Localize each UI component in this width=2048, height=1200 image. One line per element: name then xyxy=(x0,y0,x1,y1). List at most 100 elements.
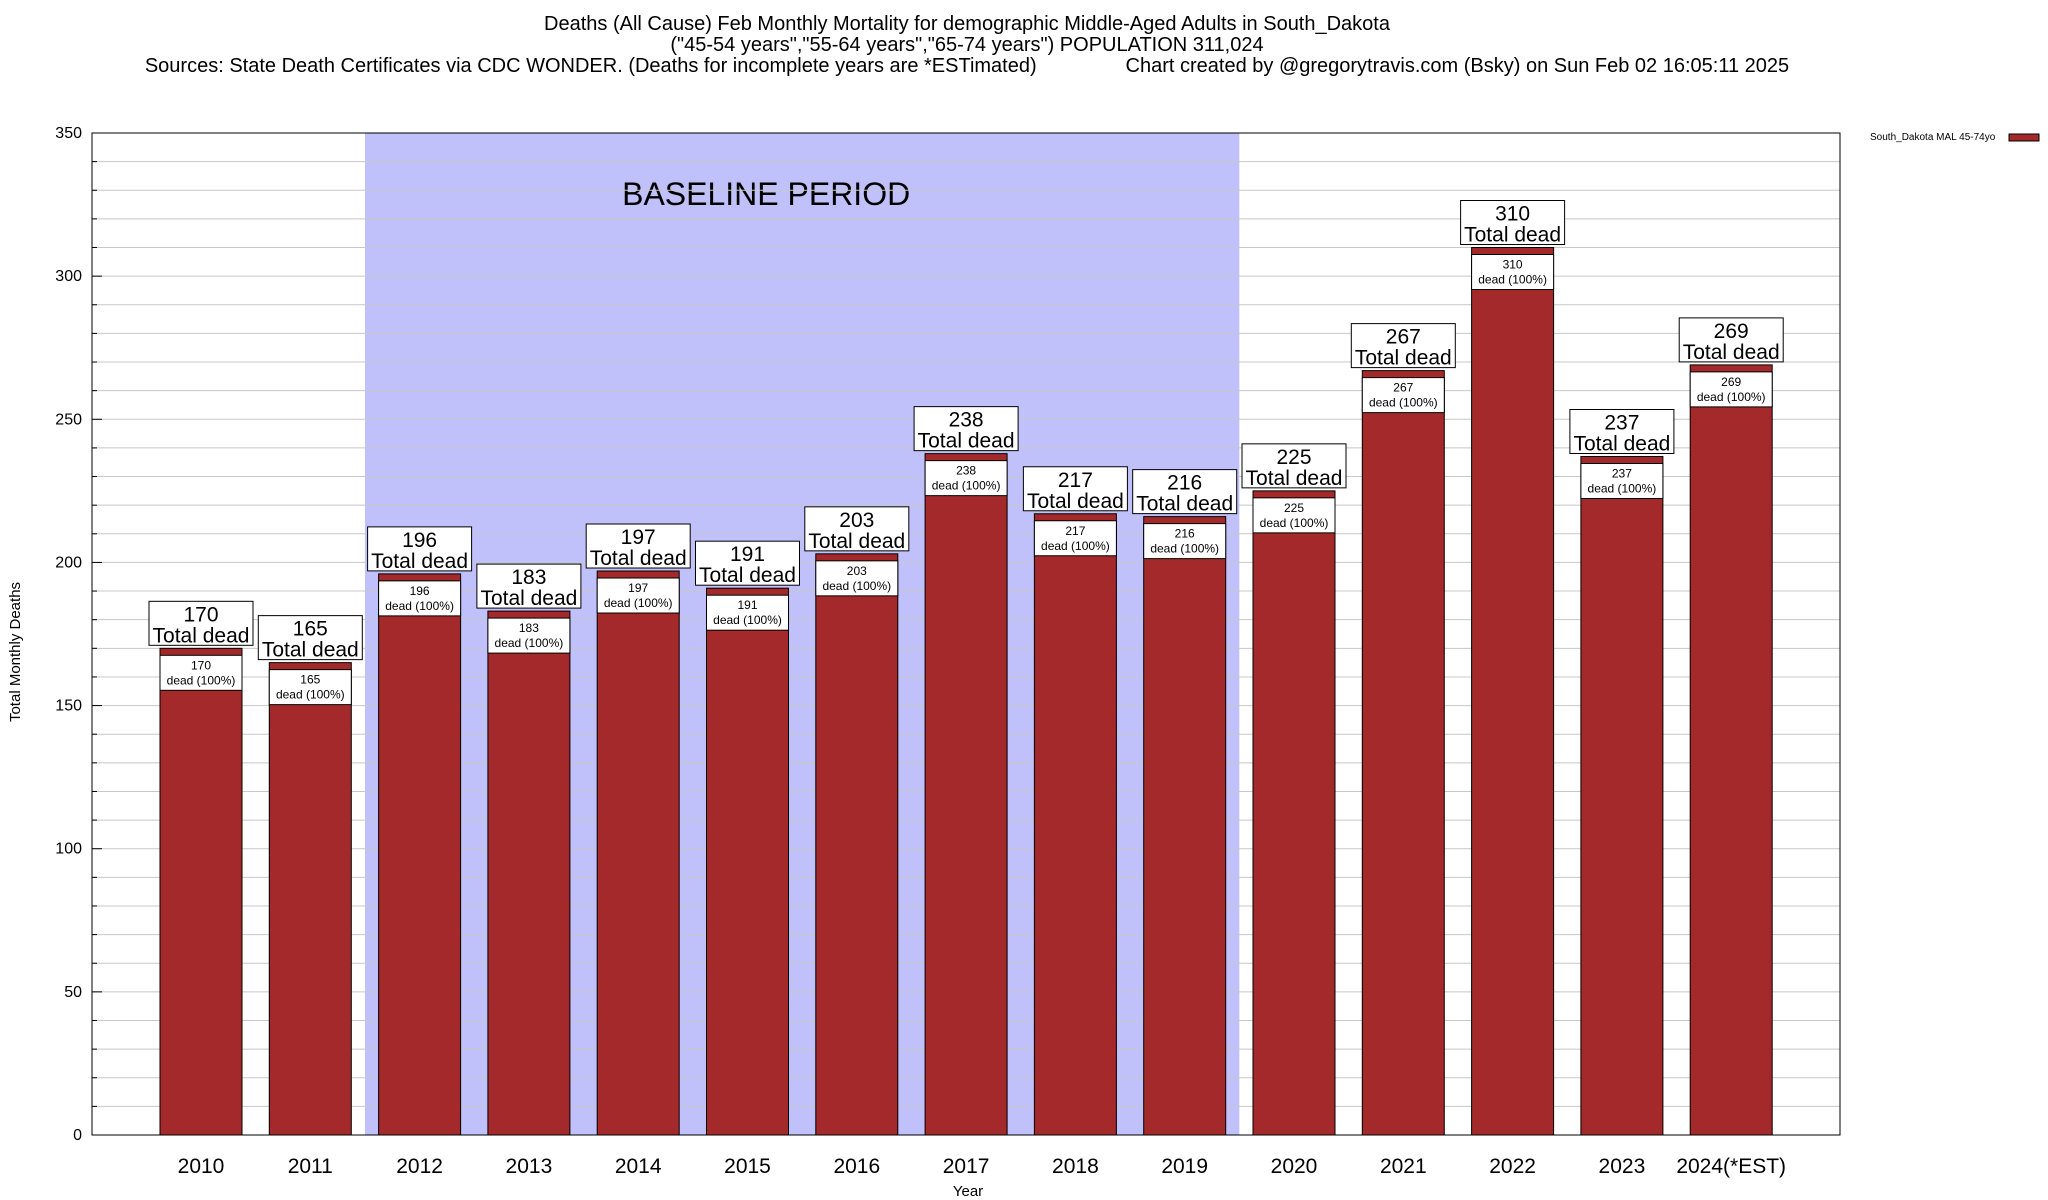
x-tick-label: 2021 xyxy=(1380,1155,1427,1178)
legend: South_Dakota MAL 45-74yo xyxy=(1870,132,2040,143)
bar-inner-value: 267 xyxy=(1393,381,1413,395)
bar-total-value: 310 xyxy=(1495,203,1530,226)
bar-inner-label-box xyxy=(1580,463,1664,500)
bar-inner-label-box xyxy=(268,669,352,706)
bar xyxy=(1689,364,1773,1136)
bar-inner-caption: dead (100%) xyxy=(1150,542,1219,556)
bar-inner-label-box xyxy=(487,617,571,654)
bar-total-label-box xyxy=(1460,200,1566,246)
bar-inner-label-box xyxy=(706,594,789,631)
bar-total-label-box xyxy=(804,506,910,552)
bar xyxy=(1471,247,1555,1136)
y-axis-ticks: 0 50 100 150 200 250 300 350 xyxy=(55,125,102,1144)
bar-total-value: 196 xyxy=(402,529,437,552)
bar-inner-value: 216 xyxy=(1175,527,1195,541)
legend-series-label: South_Dakota MAL 45-74yo xyxy=(1870,132,1996,143)
bar-total-label-box xyxy=(1569,409,1675,455)
bar-inner-label-box xyxy=(1252,497,1336,534)
baseline-period-label: BASELINE PERIOD xyxy=(622,176,910,212)
title-line-1: Deaths (All Cause) Feb Monthly Mortality… xyxy=(544,13,1391,35)
bar-total-label-box xyxy=(913,406,1019,452)
x-tick-label: 2016 xyxy=(833,1155,880,1178)
bar-total-value: 237 xyxy=(1604,412,1639,435)
bar-inner-label-box xyxy=(815,560,899,597)
bar xyxy=(706,587,789,1136)
x-tick-label: 2013 xyxy=(506,1155,553,1178)
x-tick-label: 2019 xyxy=(1161,1155,1208,1178)
bar-total-value: 225 xyxy=(1276,446,1311,469)
bar-total-value: 165 xyxy=(293,618,328,641)
bar-total-label-box xyxy=(1022,466,1128,512)
bar-inner-caption: dead (100%) xyxy=(822,579,891,593)
bar-total-label-box xyxy=(585,523,691,569)
bar xyxy=(268,662,352,1136)
x-tick-label: 2011 xyxy=(288,1155,333,1178)
bar-total-value: 191 xyxy=(730,543,765,566)
bar-total-value: 217 xyxy=(1058,469,1093,492)
y-axis-label: Total Monthly Deaths xyxy=(7,582,24,722)
bar xyxy=(1033,513,1117,1136)
bar-inner-value: 238 xyxy=(956,464,976,478)
bar xyxy=(487,610,571,1136)
y-tick-label: 100 xyxy=(55,841,82,858)
bar-inner-caption: dead (100%) xyxy=(167,673,236,687)
x-tick-label: 2024(*EST) xyxy=(1676,1155,1786,1178)
x-tick-label: 2017 xyxy=(943,1155,990,1178)
x-tick-label: 2022 xyxy=(1489,1155,1536,1178)
bar-inner-caption: dead (100%) xyxy=(713,613,782,627)
bar-inner-label-box xyxy=(924,460,1008,497)
title-line-2: ("45-54 years","55-64 years","65-74 year… xyxy=(670,34,1263,56)
bar-inner-value: 269 xyxy=(1721,375,1741,389)
bar-inner-label-box xyxy=(596,577,680,614)
bar-total-label-box xyxy=(367,526,473,572)
bar xyxy=(1580,456,1664,1136)
bar-total-caption: Total dead xyxy=(918,430,1015,453)
x-tick-label: 2023 xyxy=(1599,1155,1646,1178)
bar-inner-label-box xyxy=(1471,254,1555,291)
title-line-3: Sources: State Death Certificates via CD… xyxy=(145,55,1789,77)
y-tick-label: 350 xyxy=(55,125,82,142)
y-tick-label: 50 xyxy=(64,984,82,1001)
bar-total-caption: Total dead xyxy=(1136,493,1233,516)
x-tick-label: 2015 xyxy=(724,1155,771,1178)
legend-swatch xyxy=(2008,133,2040,142)
bar-inner-caption: dead (100%) xyxy=(1478,273,1547,287)
bar xyxy=(378,573,462,1136)
bar-total-caption: Total dead xyxy=(153,624,250,647)
bar xyxy=(1143,516,1227,1136)
bar-total-caption: Total dead xyxy=(1027,490,1124,513)
bar-inner-value: 237 xyxy=(1612,467,1632,481)
bar-total-value: 238 xyxy=(949,409,984,432)
bar-inner-caption: dead (100%) xyxy=(1260,516,1329,530)
bar-total-caption: Total dead xyxy=(480,587,577,610)
x-axis-label: Year xyxy=(953,1183,983,1200)
bar xyxy=(924,453,1008,1136)
chart-title: Deaths (All Cause) Feb Monthly Mortality… xyxy=(145,13,1789,77)
bar-total-caption: Total dead xyxy=(1573,433,1670,456)
y-tick-label: 250 xyxy=(55,411,82,428)
x-tick-label: 2012 xyxy=(396,1155,443,1178)
bar-inner-caption: dead (100%) xyxy=(1041,539,1110,553)
bar-total-caption: Total dead xyxy=(1683,341,1780,364)
bar-inner-value: 203 xyxy=(847,564,867,578)
bar-total-caption: Total dead xyxy=(262,639,359,662)
bar-total-caption: Total dead xyxy=(1246,467,1343,490)
bar-inner-label-box xyxy=(378,580,462,617)
bar-inner-label-box xyxy=(1033,520,1117,557)
bar-total-value: 170 xyxy=(183,603,218,626)
x-tick-label: 2018 xyxy=(1052,1155,1099,1178)
bar-inner-value: 183 xyxy=(519,621,539,635)
bar-total-label-box xyxy=(1678,317,1784,363)
bar-total-label-box xyxy=(1241,443,1347,489)
bar-total-value: 269 xyxy=(1714,320,1749,343)
bar-inner-value: 217 xyxy=(1065,524,1085,538)
bar-total-caption: Total dead xyxy=(371,550,468,573)
bar-total-label-box xyxy=(476,563,582,609)
bar-total-label-box xyxy=(695,540,800,586)
bar-total-value: 216 xyxy=(1167,472,1202,495)
bar xyxy=(596,570,680,1136)
bar-total-value: 267 xyxy=(1386,326,1421,349)
y-tick-label: 150 xyxy=(55,698,82,715)
y-tick-label: 0 xyxy=(73,1127,82,1144)
